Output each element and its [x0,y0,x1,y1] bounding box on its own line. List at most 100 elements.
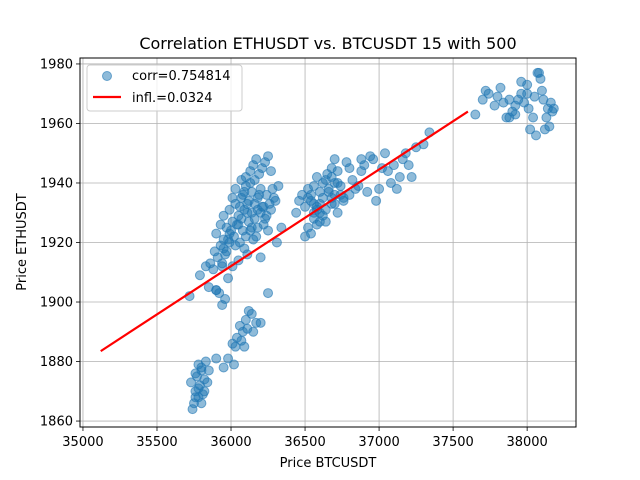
data-point [403,160,414,171]
data-point [242,207,253,218]
data-point [186,377,197,388]
data-point [224,237,235,248]
scatter-points [184,67,559,415]
data-point [362,186,373,197]
data-point [246,308,257,319]
regression-line-group [100,110,469,353]
x-tick-label: 35000 [62,435,103,450]
data-point [265,204,276,215]
y-tick-label: 1980 [40,57,73,72]
data-point [236,175,247,186]
data-point [477,94,488,105]
data-point [531,130,542,141]
data-point [205,258,216,269]
data-point [329,177,340,188]
data-point [239,341,250,352]
data-point [263,288,274,299]
data-point [211,285,222,296]
data-point [332,166,343,177]
data-point [344,189,355,200]
y-tick-label: 1940 [40,176,73,191]
data-point [196,398,207,409]
data-point [227,192,238,203]
data-point [190,392,201,403]
data-point [332,207,343,218]
data-point [245,177,256,188]
regression-line [100,110,469,353]
data-point [300,201,311,212]
data-point [242,198,253,209]
data-point [305,228,316,239]
data-point [218,362,229,373]
data-point [202,377,213,388]
data-point [224,204,235,215]
data-point [536,85,547,96]
y-tick-label: 1880 [40,355,73,370]
data-point [544,121,555,132]
data-point [263,151,274,162]
data-point [329,154,340,165]
legend-label-infl: infl.=0.0324 [132,91,213,106]
data-point [217,299,228,310]
data-point [374,183,385,194]
x-tick-label: 36500 [284,435,325,450]
data-point [371,195,382,206]
data-point [406,172,417,183]
data-point [492,91,503,102]
y-axis-label: Price ETHUSDT [15,193,30,291]
data-point [516,76,527,87]
data-point [548,103,559,114]
x-tick-label: 37500 [432,435,473,450]
y-tick-label: 1900 [40,296,73,311]
data-point [368,154,379,165]
data-point [255,252,266,263]
data-point [314,186,325,197]
data-point [495,82,506,93]
x-tick-label: 36000 [210,435,251,450]
data-point [245,225,256,236]
data-point [230,183,241,194]
x-tick-label: 37000 [358,435,399,450]
data-point [268,192,279,203]
data-point [218,210,229,221]
data-point [251,231,262,242]
data-point [483,88,494,99]
data-point [382,166,393,177]
data-point [308,198,319,209]
legend: corr=0.754814 infl.=0.0324 [86,64,243,112]
data-point [254,189,265,200]
data-point [199,386,210,397]
data-point [257,201,268,212]
data-point [265,166,276,177]
data-point [248,326,259,337]
x-tick-label: 38000 [506,435,547,450]
data-point [525,124,536,135]
data-point [510,100,521,111]
data-point [323,183,334,194]
data-point [187,404,198,415]
data-point [317,177,328,188]
data-point [239,186,250,197]
y-tick-label: 1860 [40,415,73,430]
data-point [263,225,274,236]
data-point [311,172,322,183]
data-point [194,270,205,281]
data-point [271,237,282,248]
data-point [308,180,319,191]
data-point [529,91,540,102]
data-point [251,154,262,165]
data-point [470,109,481,120]
data-point [504,112,515,123]
data-point [220,249,231,260]
y-tick-label: 1920 [40,236,73,251]
y-tick-label: 1960 [40,117,73,132]
x-axis-label: Price BTCUSDT [280,456,377,471]
legend-box [86,64,243,112]
x-axis-ticks: 35000 35500 36000 36500 37000 37500 38000 [62,427,548,450]
data-point [190,368,201,379]
data-point [223,273,234,284]
data-point [211,353,222,364]
data-point [338,195,349,206]
legend-label-corr: corr=0.754814 [132,69,230,84]
data-point [347,175,358,186]
